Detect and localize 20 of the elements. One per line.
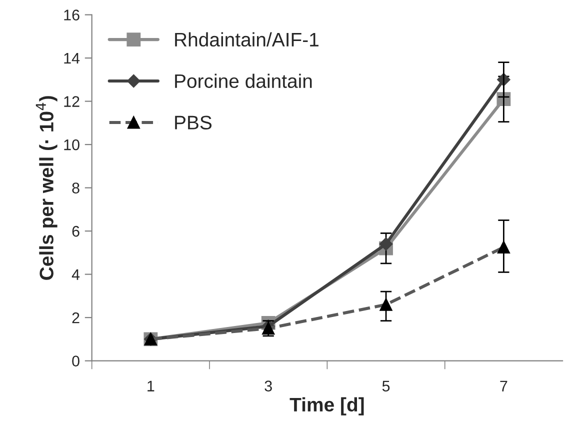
y-tick-label: 10	[64, 139, 80, 150]
y-tick-label: 12	[64, 96, 80, 107]
legend-label: Rhdaintain/AIF-1	[175, 32, 318, 47]
x-tick-label: 5	[382, 380, 390, 392]
point	[380, 298, 392, 311]
x-tick-label: 1	[148, 380, 154, 392]
legend-label: Porcine daintain	[175, 74, 312, 88]
x-axis-title: Time [d]	[290, 397, 364, 416]
x-tick-label: 7	[500, 380, 508, 392]
y-tick-label: 8	[72, 182, 80, 194]
y-axis-title: Cells per well (· 10$^{4}$)	[36, 96, 58, 280]
y-tick-label: 6	[72, 226, 80, 237]
y-tick-label: 0	[72, 356, 80, 366]
legend-label: PBS	[175, 116, 212, 130]
x-tick-label: 3	[264, 380, 272, 392]
y-tick-label: 16	[64, 10, 80, 20]
point	[379, 237, 393, 251]
y-tick-label: 4	[72, 269, 80, 280]
y-tick-label: 14	[64, 53, 80, 64]
y-tick-label: 2	[72, 312, 80, 324]
